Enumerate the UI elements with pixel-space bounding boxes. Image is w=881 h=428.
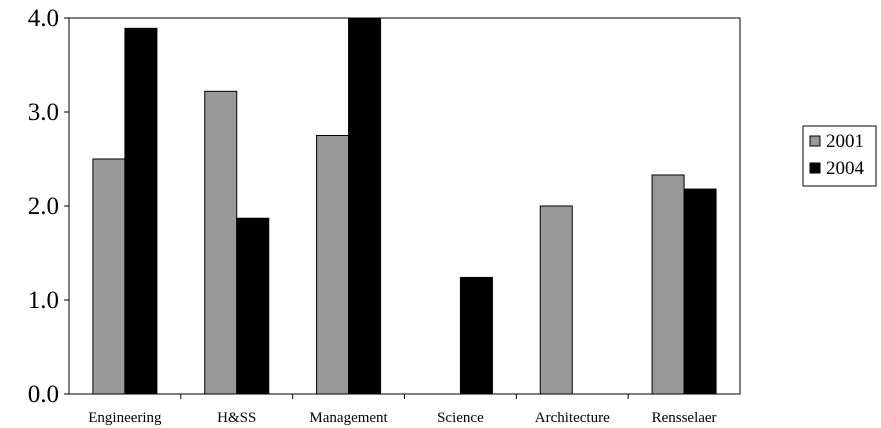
bar-2001-management: [316, 135, 350, 395]
bar-2001-h-ss: [204, 90, 238, 395]
x-tick-label: H&SS: [217, 410, 256, 426]
x-tick-label: Management: [309, 410, 388, 426]
x-tick-label: Rensselaer: [652, 410, 717, 426]
y-axis: 0.0 1.0 2.0 3.0 4.0: [28, 5, 69, 408]
bar-2004-engineering: [124, 27, 158, 395]
plot-area: [68, 17, 741, 395]
bar-2001-architecture: [539, 205, 573, 395]
bar-2001-engineering: [92, 158, 126, 395]
bar-2004-rensselaer: [683, 188, 717, 395]
legend: 2001 2004: [802, 125, 877, 187]
x-axis: Engineering H&SS Management Science Architec…: [88, 394, 717, 426]
legend-label: 2001: [826, 131, 864, 152]
y-tick-label: 3.0: [28, 99, 59, 126]
y-tick-label: 4.0: [28, 5, 59, 32]
bar-2004-science: [459, 276, 493, 395]
x-tick-label: Architecture: [535, 410, 610, 426]
y-tick-label: 1.0: [28, 287, 59, 314]
legend-swatch: [809, 162, 821, 174]
bars: [92, 17, 717, 395]
bar-2004-h-ss: [236, 217, 270, 395]
legend-swatch: [809, 135, 821, 147]
y-tick-label: 2.0: [28, 193, 59, 220]
bar-2004-management: [348, 17, 382, 395]
bar-2001-rensselaer: [651, 174, 685, 395]
x-tick-label: Engineering: [88, 410, 162, 426]
x-tick-label: Science: [437, 410, 484, 426]
legend-label: 2004: [826, 158, 865, 179]
y-tick-label: 0.0: [28, 381, 59, 408]
